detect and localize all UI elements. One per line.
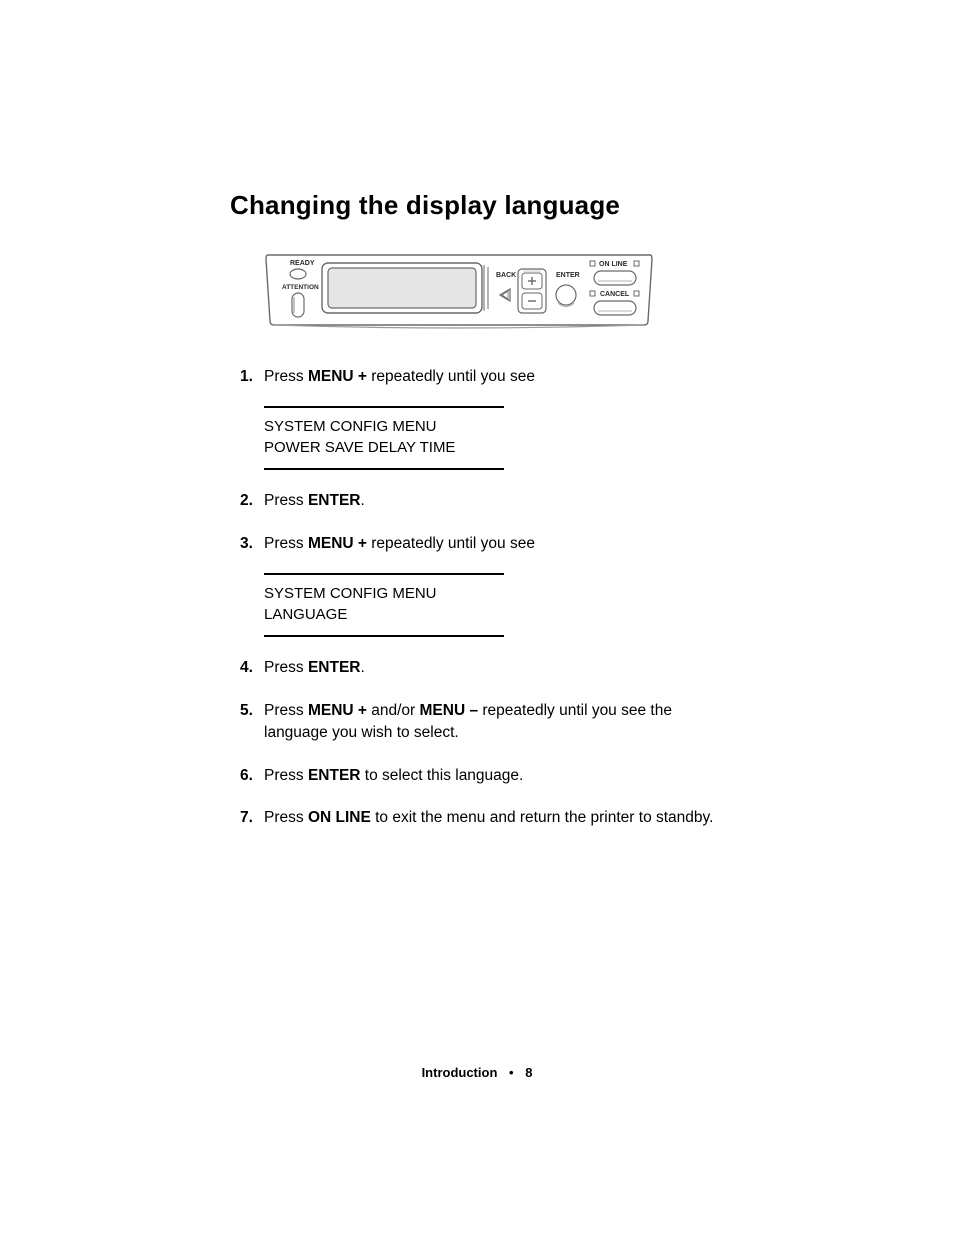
bold-term: MENU + (308, 535, 367, 552)
display-readout: SYSTEM CONFIG MENUPOWER SAVE DELAY TIME (264, 406, 504, 470)
panel-label-online: ON LINE (599, 261, 628, 268)
panel-label-attention: ATTENTION (282, 284, 319, 291)
instruction-step: Press MENU + repeatedly until you see SYS… (230, 533, 724, 637)
instruction-list: Press MENU + repeatedly until you see SYS… (230, 366, 724, 830)
page-footer: Introduction • 8 (0, 1065, 954, 1080)
display-line: POWER SAVE DELAY TIME (264, 437, 504, 458)
online-button (594, 271, 636, 285)
step-text: Press ON LINE to exit the menu and retur… (264, 809, 713, 826)
bold-term: ON LINE (308, 809, 371, 826)
cancel-button (594, 301, 636, 315)
bold-term: ENTER (308, 492, 361, 509)
printer-panel-svg: READY ATTENTION BACK ENTER (264, 249, 654, 329)
page-heading: Changing the display language (230, 190, 724, 221)
display-line: SYSTEM CONFIG MENU (264, 583, 504, 604)
instruction-step: Press ENTER. (230, 657, 724, 679)
panel-label-ready: READY (290, 260, 315, 267)
step-text: Press MENU + and/or MENU – repeatedly un… (264, 702, 672, 741)
footer-section: Introduction (422, 1065, 498, 1080)
cancel-led-left (590, 291, 595, 296)
footer-page-number: 8 (525, 1065, 532, 1080)
panel-label-cancel: CANCEL (600, 291, 630, 298)
instruction-step: Press ENTER. (230, 490, 724, 512)
enter-button (556, 285, 576, 305)
document-page: Changing the display language READY ATTE… (0, 0, 954, 1235)
cancel-led-right (634, 291, 639, 296)
bold-term: MENU + (308, 702, 367, 719)
display-readout: SYSTEM CONFIG MENULANGUAGE (264, 573, 504, 637)
step-text: Press MENU + repeatedly until you see (264, 368, 535, 385)
panel-label-enter: ENTER (556, 272, 580, 279)
display-screen (328, 268, 476, 308)
instruction-step: Press MENU + and/or MENU – repeatedly un… (230, 700, 724, 745)
instruction-step: Press ON LINE to exit the menu and retur… (230, 807, 724, 829)
online-led-left (590, 261, 595, 266)
step-text: Press ENTER. (264, 659, 365, 676)
panel-label-back: BACK (496, 272, 516, 279)
step-text: Press MENU + repeatedly until you see (264, 535, 535, 552)
printer-panel-diagram: READY ATTENTION BACK ENTER (264, 249, 654, 334)
bold-term: ENTER (308, 659, 361, 676)
display-line: LANGUAGE (264, 604, 504, 625)
ready-led (290, 269, 306, 279)
instruction-step: Press MENU + repeatedly until you see SYS… (230, 366, 724, 470)
bold-term: ENTER (308, 767, 361, 784)
instruction-step: Press ENTER to select this language. (230, 765, 724, 787)
bold-term: MENU – (420, 702, 479, 719)
footer-separator: • (501, 1065, 522, 1080)
online-led-right (634, 261, 639, 266)
display-line: SYSTEM CONFIG MENU (264, 416, 504, 437)
step-text: Press ENTER to select this language. (264, 767, 523, 784)
step-text: Press ENTER. (264, 492, 365, 509)
bold-term: MENU + (308, 368, 367, 385)
